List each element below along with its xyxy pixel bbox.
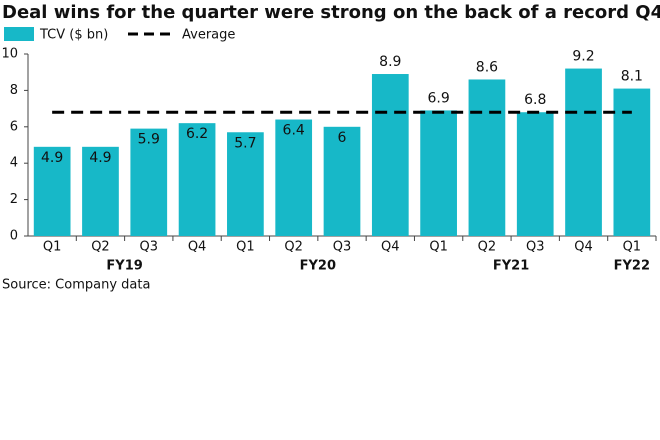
group-label: FY21 (493, 259, 529, 274)
bar (565, 68, 602, 236)
x-tick-label: Q2 (91, 240, 110, 255)
x-tick-label: Q3 (526, 240, 545, 255)
y-tick-label: 4 (10, 156, 18, 171)
bar (130, 128, 168, 236)
group-label: FY22 (614, 259, 650, 274)
x-tick-label: Q1 (236, 240, 255, 255)
bar (323, 126, 361, 236)
value-label: 8.1 (621, 69, 643, 85)
value-label: 6.2 (186, 126, 208, 142)
value-label: 8.6 (476, 59, 498, 75)
x-tick-label: Q3 (333, 240, 352, 255)
x-tick-label: Q1 (43, 240, 62, 255)
value-label: 5.7 (234, 135, 256, 151)
x-tick-label: Q4 (574, 240, 593, 255)
legend-label: TCV ($ bn) (39, 28, 108, 43)
value-label: 6.9 (427, 90, 449, 106)
bar (613, 88, 651, 236)
bar (371, 74, 409, 237)
x-tick-label: Q2 (284, 240, 303, 255)
y-tick-label: 6 (10, 119, 18, 134)
bar (82, 146, 119, 236)
value-label: 6 (338, 130, 347, 146)
value-label: 5.9 (138, 132, 160, 148)
x-tick-label: Q1 (623, 240, 642, 255)
bar (420, 110, 457, 236)
legend-swatch (4, 27, 34, 41)
x-tick-label: Q1 (429, 240, 448, 255)
group-label: FY19 (106, 259, 142, 274)
y-tick-label: 2 (10, 192, 18, 207)
bar (227, 132, 264, 236)
x-tick-label: Q2 (478, 240, 497, 255)
y-tick-label: 10 (1, 47, 18, 62)
group-label: FY20 (300, 259, 336, 274)
bar (516, 112, 554, 236)
bar (468, 79, 506, 236)
bar (33, 146, 71, 236)
bar (178, 123, 216, 236)
y-tick-label: 0 (10, 229, 18, 244)
value-label: 9.2 (572, 49, 594, 65)
source-note: Source: Company data (2, 278, 150, 293)
value-label: 6.8 (524, 92, 546, 108)
value-label: 8.9 (379, 54, 401, 70)
chart-title: Deal wins for the quarter were strong on… (2, 2, 660, 23)
x-tick-label: Q4 (381, 240, 400, 255)
value-label: 4.9 (89, 150, 111, 166)
legend-label: Average (182, 28, 235, 43)
x-tick-label: Q3 (140, 240, 159, 255)
x-tick-label: Q4 (188, 240, 207, 255)
bar (275, 119, 313, 236)
value-label: 6.4 (283, 123, 305, 139)
y-tick-label: 8 (10, 83, 18, 98)
value-label: 4.9 (41, 150, 63, 166)
